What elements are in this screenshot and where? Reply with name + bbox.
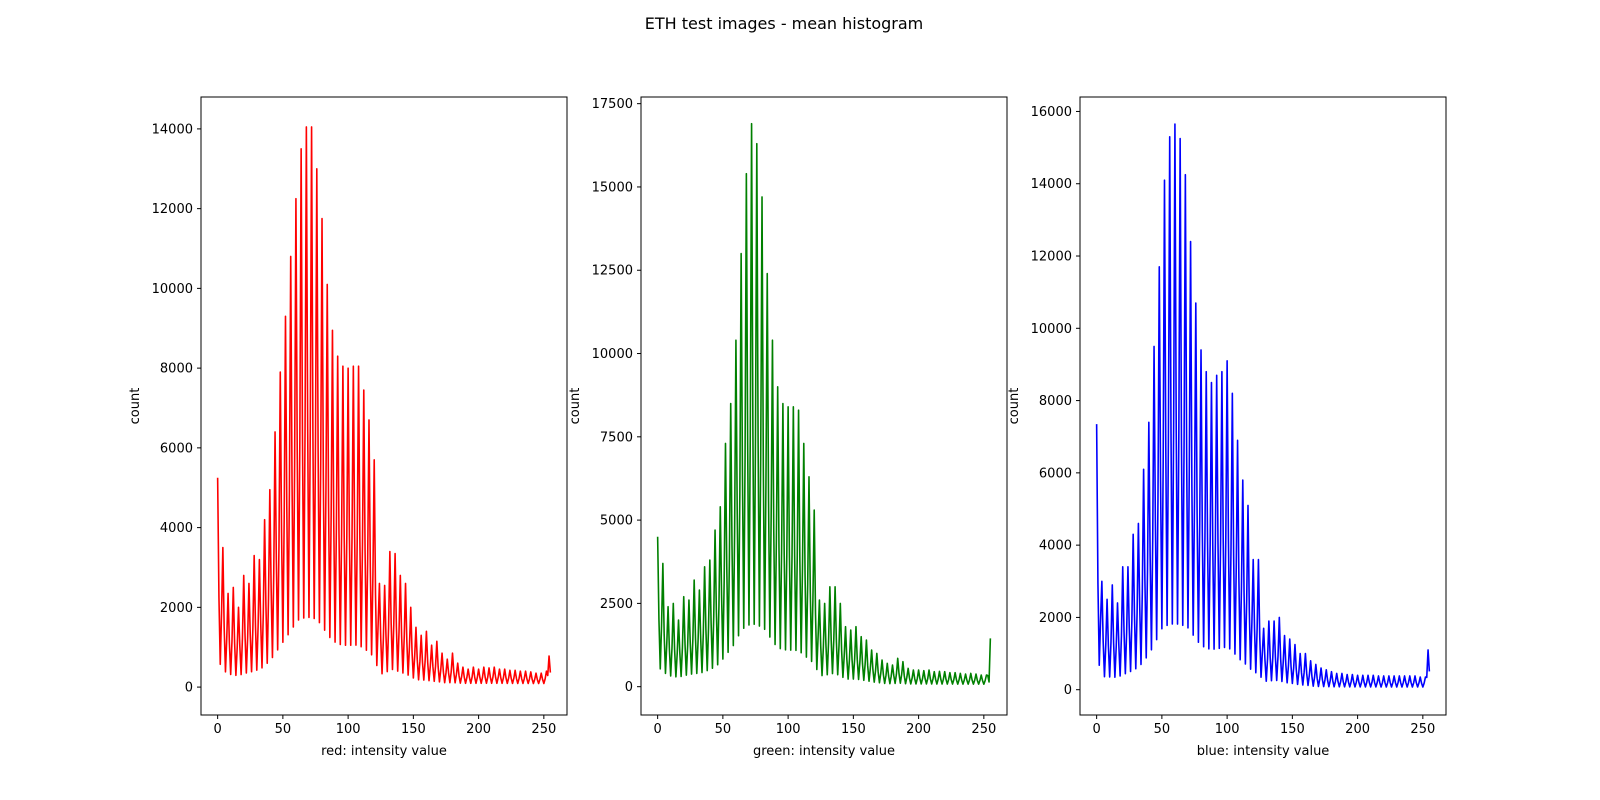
red-x-tick-label: 150 [401,722,426,737]
red-y-tick-label: 6000 [160,441,193,456]
red-y-tick-label: 10000 [152,282,193,297]
green-y-tick-label: 17500 [592,97,633,112]
blue-y-tick-label: 4000 [1039,539,1072,554]
red-x-tick-label: 0 [213,722,221,737]
blue-y-axis-label: count [1007,388,1022,425]
red-x-axis-label: red: intensity value [321,744,447,759]
blue-x-tick-label: 0 [1092,722,1100,737]
red-y-tick-label: 0 [185,681,193,696]
blue-x-tick-label: 250 [1410,722,1435,737]
blue-y-tick-label: 12000 [1031,250,1072,265]
red-x-tick-label: 50 [275,722,292,737]
blue-x-axis-label: blue: intensity value [1197,744,1330,759]
green-y-axis-label: count [568,388,583,425]
red-y-tick-label: 8000 [160,362,193,377]
red-x-tick-label: 250 [531,722,556,737]
blue-series-line [1095,123,1431,688]
figure-title: ETH test images - mean histogram [645,14,924,33]
green-histogram-panel: 0 50 100 150 200 2500250050007500100001250015… [568,96,1008,759]
red-y-tick-label: 2000 [160,601,193,616]
green-x-tick-label: 200 [906,722,931,737]
red-histogram-panel: 0 50 100 150 200 250 0 2000 4000 6000 8000 10000 120… [128,96,568,759]
blue-y-tick-label: 10000 [1031,322,1072,337]
green-y-tick-label: 2500 [600,597,633,612]
red-y-tick-label: 4000 [160,521,193,536]
blue-y-tick-label: 8000 [1039,394,1072,409]
blue-y-tick-label: 14000 [1031,177,1072,192]
green-x-tick-label: 50 [715,722,732,737]
red-x-tick-label: 200 [466,722,491,737]
blue-y-tick-label: 2000 [1039,611,1072,626]
blue-axes-frame [1079,96,1447,716]
blue-x-tick-label: 50 [1154,722,1171,737]
green-y-tick-label: 5000 [600,514,633,529]
red-y-tick-label: 14000 [152,122,193,137]
green-x-tick-label: 0 [653,722,661,737]
blue-x-tick-label: 150 [1280,722,1305,737]
red-y-axis-label: count [128,388,143,425]
green-y-tick-label: 10000 [592,347,633,362]
green-x-tick-label: 150 [841,722,866,737]
blue-histogram-panel: 0 50 100 150 200 250 0 2000 4000 6000 8000 10000 120… [1007,96,1447,759]
blue-y-tick-label: 0 [1064,683,1072,698]
green-y-tick-label: 15000 [592,180,633,195]
green-series-line [656,122,992,685]
blue-y-tick-label: 6000 [1039,466,1072,481]
green-y-tick-label: 7500 [600,430,633,445]
green-x-axis-label: green: intensity value [753,744,895,759]
red-series-line [216,126,552,685]
histogram-panels: 0 50 100 150 200 2500200040006000800010000120… [128,96,1447,759]
green-y-tick-label: 12500 [592,264,633,279]
red-x-tick-label: 100 [336,722,361,737]
blue-x-tick-label: 100 [1215,722,1240,737]
blue-y-tick-label: 16000 [1031,105,1072,120]
green-x-tick-label: 250 [971,722,996,737]
green-x-tick-label: 100 [776,722,801,737]
red-y-tick-label: 12000 [152,202,193,217]
green-y-tick-label: 0 [625,680,633,695]
blue-x-tick-label: 200 [1345,722,1370,737]
